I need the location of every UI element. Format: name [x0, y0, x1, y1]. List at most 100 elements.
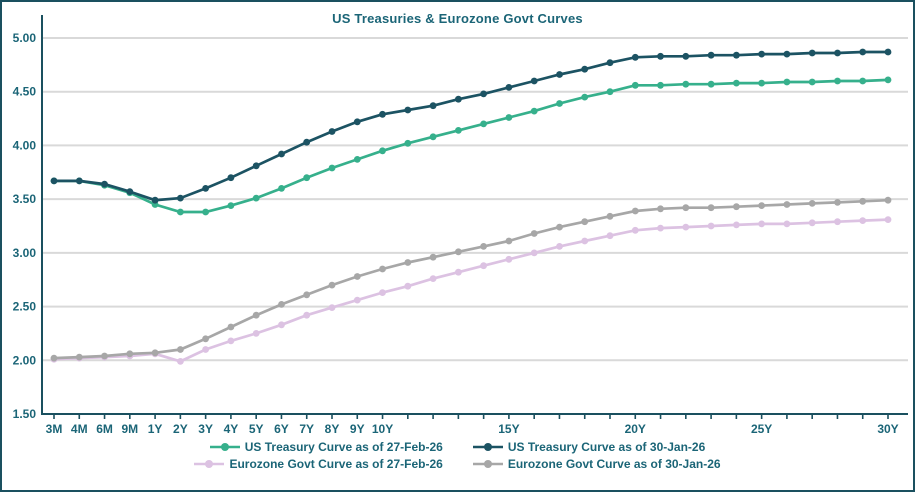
x-axis-tick-label: 1Y	[148, 422, 163, 436]
data-point-marker	[631, 226, 639, 234]
data-point-marker	[379, 289, 386, 296]
data-point-marker	[303, 138, 311, 146]
y-axis-tick-label: 4.00	[13, 138, 37, 152]
data-point-marker	[404, 139, 412, 147]
x-axis-tick-label: 15Y	[498, 422, 519, 436]
data-point-marker	[50, 354, 58, 362]
data-point-marker	[353, 156, 361, 163]
data-point-marker	[278, 301, 285, 308]
data-point-marker	[429, 253, 437, 261]
x-axis-tick-label: 8Y	[325, 422, 340, 436]
data-point-marker	[379, 147, 386, 155]
data-point-marker	[884, 48, 892, 56]
data-point-marker	[455, 268, 462, 276]
data-point-marker	[202, 185, 210, 192]
data-point-marker	[429, 133, 437, 141]
data-point-marker	[707, 204, 715, 212]
legend-label: US Treasury Curve as of 30-Jan-26	[507, 440, 706, 454]
data-point-marker	[177, 358, 184, 365]
legend-label: Eurozone Govt Curve as of 27-Feb-26	[229, 457, 443, 471]
data-point-marker	[455, 248, 462, 256]
data-point-marker	[177, 194, 184, 202]
data-point-marker	[303, 291, 311, 299]
data-point-marker	[530, 230, 538, 237]
legend-label: Eurozone Govt Curve as of 30-Jan-26	[507, 457, 721, 471]
data-point-marker	[556, 243, 563, 250]
legend: US Treasury Curve as of 27-Feb-26 US Tre…	[2, 440, 913, 471]
data-point-marker	[631, 207, 639, 215]
data-point-marker	[278, 321, 285, 329]
data-point-marker	[834, 218, 841, 226]
data-point-marker	[252, 162, 260, 170]
data-point-marker	[227, 174, 235, 182]
data-point-marker	[682, 204, 690, 212]
chart-title: US Treasuries & Eurozone Govt Curves	[332, 11, 583, 26]
data-point-marker	[808, 219, 816, 227]
data-point-marker	[884, 196, 892, 204]
series-line	[53, 198, 889, 360]
data-point-marker	[530, 249, 538, 257]
data-point-marker	[808, 49, 816, 57]
data-point-marker	[733, 203, 740, 211]
data-point-marker	[75, 353, 83, 361]
data-point-marker	[505, 114, 513, 121]
data-point-marker	[455, 126, 462, 134]
data-point-marker	[530, 107, 538, 115]
data-point-marker	[556, 223, 563, 231]
data-point-marker	[859, 217, 867, 225]
data-point-marker	[606, 212, 614, 220]
data-point-marker	[657, 81, 664, 89]
plot-area: 1.50 2.00 2.50 3.00 3.50 4.00 4.50 5.00 3M 4M 6M 9M…	[13, 15, 908, 436]
data-point-marker	[429, 275, 437, 282]
data-point-marker	[227, 337, 235, 345]
data-point-marker	[353, 273, 361, 280]
data-point-marker	[455, 95, 462, 103]
data-point-marker	[884, 76, 892, 84]
data-point-marker	[505, 84, 513, 91]
data-point-marker	[834, 199, 841, 206]
data-point-marker	[783, 220, 791, 228]
legend-item-us-treasury-27-feb: US Treasury Curve as of 27-Feb-26	[209, 440, 443, 454]
data-point-marker	[480, 243, 487, 250]
data-point-marker	[606, 232, 614, 240]
series-4	[50, 196, 892, 362]
x-axis-tick-label: 5Y	[249, 422, 264, 436]
x-axis-tick-label: 10Y	[372, 422, 393, 436]
legend-marker-icon	[472, 460, 503, 468]
data-point-marker	[631, 53, 639, 61]
data-point-marker	[733, 79, 740, 87]
data-point-marker	[707, 51, 715, 59]
data-point-marker	[353, 296, 361, 304]
data-point-marker	[404, 259, 412, 266]
data-point-marker	[859, 77, 867, 85]
data-point-marker	[758, 202, 765, 210]
y-axis-tick-label: 3.00	[13, 246, 37, 260]
x-axis-tick-label: 7Y	[299, 422, 314, 436]
data-point-marker	[783, 78, 791, 86]
data-point-marker	[657, 205, 664, 213]
data-point-marker	[758, 79, 765, 87]
x-axis-tick-label: 9Y	[350, 422, 365, 436]
legend-item-us-treasury-30-jan: US Treasury Curve as of 30-Jan-26	[472, 440, 706, 454]
legend-marker-icon	[209, 443, 240, 451]
data-point-marker	[126, 188, 134, 196]
data-point-marker	[581, 65, 589, 73]
data-point-marker	[101, 352, 108, 360]
x-axis-tick-label: 6Y	[274, 422, 289, 436]
data-point-marker	[278, 150, 285, 158]
data-point-marker	[657, 52, 664, 60]
data-point-marker	[834, 77, 841, 85]
data-point-marker	[859, 48, 867, 56]
series-3	[50, 216, 892, 365]
data-point-marker	[733, 51, 740, 59]
data-point-marker	[480, 90, 487, 98]
data-point-marker	[50, 177, 58, 185]
x-axis-tick-label: 3M	[46, 422, 63, 436]
legend-marker-icon	[194, 460, 225, 468]
data-point-marker	[884, 216, 892, 224]
data-point-marker	[303, 311, 311, 319]
x-axis-tick-label: 30Y	[877, 422, 898, 436]
data-point-marker	[606, 88, 614, 96]
data-point-marker	[75, 177, 83, 185]
data-point-marker	[581, 237, 589, 245]
